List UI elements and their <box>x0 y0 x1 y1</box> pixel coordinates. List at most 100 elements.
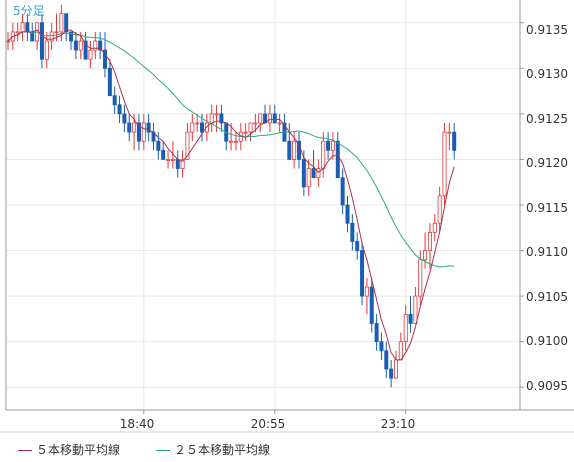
candle-body <box>423 250 428 261</box>
candle-body <box>413 295 418 324</box>
timeframe-label: 5分足 <box>13 4 45 18</box>
candle-body <box>25 22 30 33</box>
y-tick-label: 0.9125 <box>526 112 568 126</box>
candle-body <box>437 195 442 224</box>
candle-body <box>311 168 316 179</box>
candle-body <box>374 323 379 343</box>
candle-body <box>69 31 74 42</box>
candle-body <box>122 113 127 124</box>
candle-body <box>248 122 253 133</box>
y-tick-label: 0.9110 <box>526 245 568 259</box>
candle-body <box>408 313 413 324</box>
candle-body <box>277 122 282 125</box>
candle-body <box>447 131 452 134</box>
candle-body <box>161 149 166 160</box>
candle-body <box>64 13 69 33</box>
candle-body <box>432 222 437 233</box>
candle-body <box>350 222 355 242</box>
candle-body <box>326 140 331 151</box>
candle-body <box>398 341 403 361</box>
candle-body <box>258 113 263 124</box>
candle-body <box>403 313 408 343</box>
candle-body <box>73 40 78 51</box>
candle-body <box>107 67 112 97</box>
y-tick-label: 0.9095 <box>526 379 568 393</box>
candle-body <box>83 40 88 60</box>
y-tick-label: 0.9135 <box>526 23 568 37</box>
candle-body <box>117 104 122 115</box>
ma5-line <box>7 29 455 361</box>
legend-label: ２５本移動平均線 <box>174 443 271 457</box>
candle-body <box>360 250 365 297</box>
y-tick-label: 0.9100 <box>526 334 568 348</box>
legend-item-ma25: ２５本移動平均線 <box>156 441 270 458</box>
candle-body <box>93 40 98 51</box>
candle-body <box>233 140 238 143</box>
candle-body <box>418 259 423 297</box>
candle-body <box>330 140 335 151</box>
candle-body <box>243 131 248 134</box>
candle-body <box>44 40 49 60</box>
candle-body <box>6 40 11 43</box>
candle-body <box>59 13 64 33</box>
candle-body <box>427 231 432 251</box>
candle-body <box>98 40 103 51</box>
candle-body <box>214 113 219 116</box>
candle-body <box>306 168 311 188</box>
candle-body <box>292 140 297 160</box>
ma25-line <box>7 31 455 268</box>
candle-body <box>287 140 292 160</box>
candle-body <box>88 49 93 60</box>
candle-body <box>335 140 340 179</box>
legend-swatch <box>156 450 170 451</box>
y-tick-label: 0.9130 <box>526 67 568 81</box>
candle-body <box>195 122 200 125</box>
candle-body <box>253 122 258 125</box>
candle-body <box>112 95 117 106</box>
candle-body <box>15 31 20 34</box>
candle-body <box>180 159 185 169</box>
candle-body <box>156 140 161 151</box>
x-tick-label: 23:10 <box>380 417 416 431</box>
candle-body <box>393 359 398 379</box>
candle-body <box>345 204 350 224</box>
x-tick-label: 20:55 <box>250 417 286 431</box>
candle-body <box>39 22 44 60</box>
candle-body <box>20 22 25 33</box>
candle-body <box>166 159 171 161</box>
candle-body <box>190 122 195 133</box>
candle-body <box>209 113 214 124</box>
candle-body <box>170 159 175 161</box>
candle-body <box>103 49 108 69</box>
candle-body <box>379 341 384 352</box>
candle-body <box>384 350 389 370</box>
candle-body <box>127 122 132 133</box>
candle-body <box>272 113 277 124</box>
y-tick-label: 0.9120 <box>526 156 568 170</box>
candle-body <box>185 131 190 160</box>
candle-body <box>175 159 180 169</box>
y-tick-label: 0.9115 <box>526 201 568 215</box>
legend-item-ma5: ５本移動平均線 <box>18 441 120 458</box>
candle-body <box>219 113 224 124</box>
candle-body <box>364 286 369 297</box>
candle-body <box>316 168 321 179</box>
candle-body <box>452 131 457 151</box>
candle-body <box>49 31 54 42</box>
candle-body <box>54 31 59 34</box>
candle-body <box>301 159 306 188</box>
candle-body <box>442 131 447 197</box>
candle-body <box>132 122 137 133</box>
candle-body <box>389 368 394 379</box>
candle-body <box>204 122 209 133</box>
candle-body <box>199 122 204 133</box>
candle-body <box>136 122 141 142</box>
y-tick-label: 0.9105 <box>526 290 568 304</box>
candle-body <box>229 140 234 143</box>
candle-body <box>78 40 83 51</box>
candle-body <box>340 177 345 206</box>
x-tick-label: 18:40 <box>119 417 155 431</box>
candle-body <box>369 286 374 324</box>
